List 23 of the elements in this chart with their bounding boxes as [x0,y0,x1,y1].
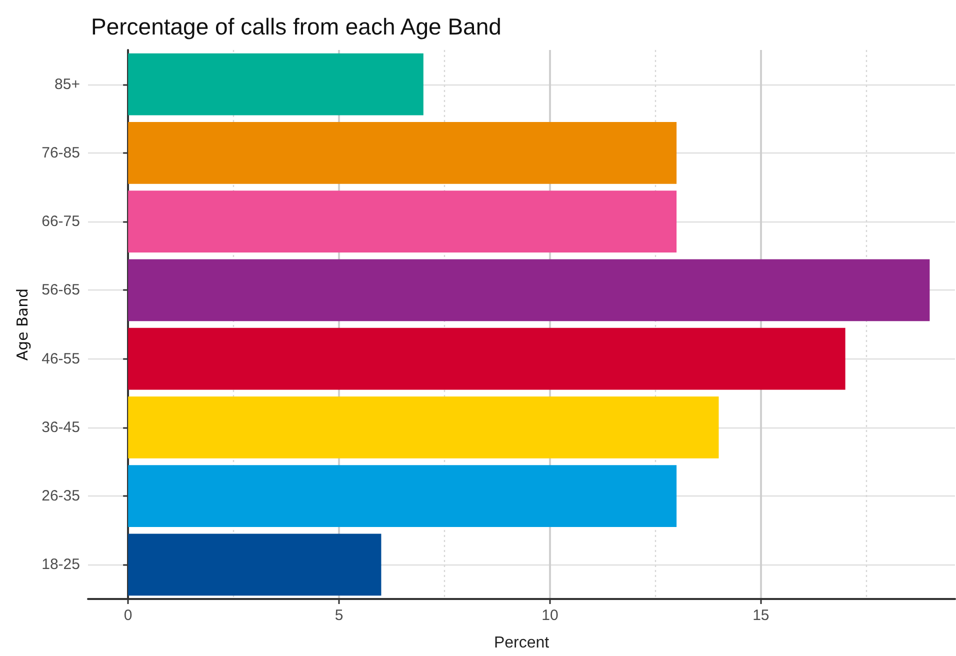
y-tick-label: 18-25 [42,556,80,574]
x-tick-label: 0 [124,607,132,624]
bar [128,328,846,390]
x-tick-label: 10 [542,607,558,624]
x-tick-label: 15 [752,607,770,624]
y-tick-label: 66-75 [42,213,80,230]
y-axis-title: Age Band [14,288,32,361]
bar [128,259,930,322]
y-tick-label: 36-45 [42,418,80,436]
y-tick-label: 76-85 [42,144,80,162]
y-tick-label: 85+ [54,76,80,93]
bar [128,396,719,458]
x-axis-title: Percent [494,634,550,652]
bar [128,122,677,184]
chart-title: Percentage of calls from each Age Band [91,14,502,40]
bar [128,53,424,116]
y-tick-label: 56-65 [42,282,80,299]
bar [128,190,677,252]
bar [128,534,382,596]
x-tick-label: 5 [334,607,344,624]
bar [128,465,677,527]
y-tick-label: 26-35 [42,488,80,505]
y-tick-label: 46-55 [42,350,80,368]
